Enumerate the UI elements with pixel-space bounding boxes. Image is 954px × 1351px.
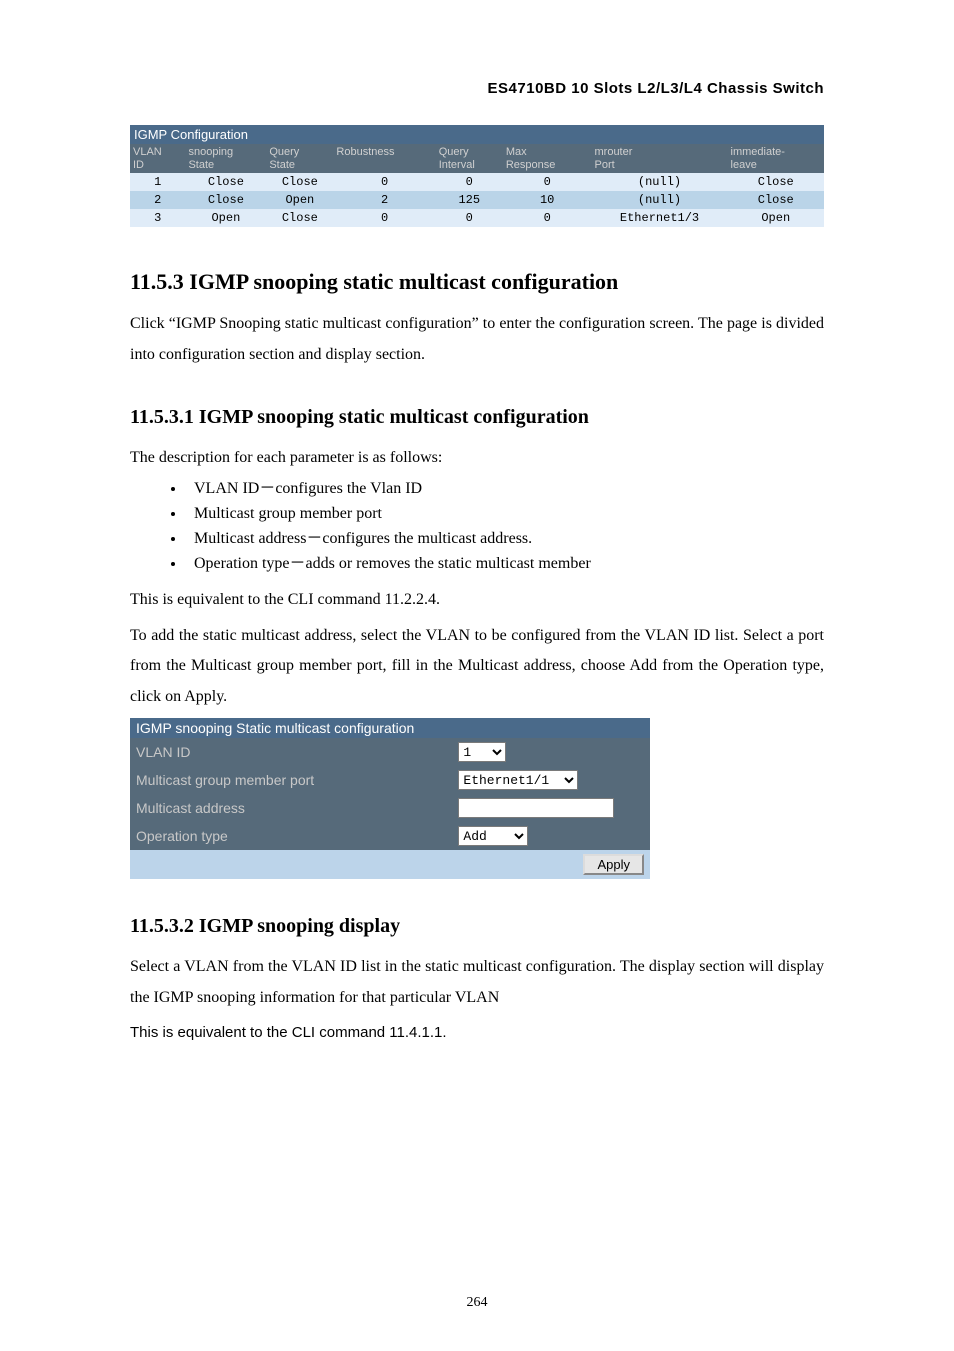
table-cell: Open [185,209,266,227]
table-cell: Ethernet1/3 [592,209,728,227]
list-item: Multicast group member port [186,502,824,527]
table-cell: 0 [436,209,503,227]
table-cell: Open [266,191,333,209]
table-cell: Close [266,209,333,227]
para-11-5-3-1-equiv: This is equivalent to the CLI command 11… [130,585,824,615]
col-vlan-id: VLANID [130,144,185,173]
table-cell: Close [728,191,824,209]
para-11-5-3-1-howto: To add the static multicast address, sel… [130,621,824,712]
table-row: 2CloseOpen212510(null)Close [130,191,824,209]
col-robustness: Robustness [333,144,435,173]
para-11-5-3-2-b: This is equivalent to the CLI command 11… [130,1019,824,1048]
heading-11-5-3: 11.5.3 IGMP snooping static multicast co… [130,269,824,295]
igmp-config-caption: IGMP Configuration [130,125,824,144]
label-operation-type: Operation type [130,822,452,850]
table-cell: Close [266,173,333,191]
col-snooping-state: snoopingState [185,144,266,173]
table-row: 1CloseClose000(null)Close [130,173,824,191]
label-vlan-id: VLAN ID [130,738,452,766]
table-cell: 0 [333,173,435,191]
vlan-id-select[interactable]: 1 [458,742,506,762]
label-multicast-address: Multicast address [130,794,452,822]
heading-11-5-3-2: 11.5.3.2 IGMP snooping display [130,915,824,938]
list-item: VLAN ID－configures the Vlan ID [186,477,824,502]
table-cell: Close [185,191,266,209]
table-cell: 0 [436,173,503,191]
table-cell: (null) [592,191,728,209]
table-cell: 1 [130,173,185,191]
multicast-port-select[interactable]: Ethernet1/1 [458,770,578,790]
table-cell: 3 [130,209,185,227]
igmp-config-table: IGMP Configuration VLANID snoopingState … [130,125,824,227]
table-row: 3OpenClose000Ethernet1/3Open [130,209,824,227]
igmp-table-header-row: VLANID snoopingState QueryState Robustne… [130,144,824,173]
col-max-response: MaxResponse [503,144,592,173]
table-cell: (null) [592,173,728,191]
table-cell: 0 [333,209,435,227]
col-query-state: QueryState [266,144,333,173]
multicast-address-input[interactable] [458,798,614,818]
table-cell: Close [185,173,266,191]
list-item: Operation type－adds or removes the stati… [186,552,824,577]
list-item: Multicast address－configures the multica… [186,527,824,552]
page: ES4710BD 10 Slots L2/L3/L4 Chassis Switc… [0,0,954,1351]
para-11-5-3: Click “IGMP Snooping static multicast co… [130,309,824,370]
table-cell: 2 [333,191,435,209]
table-cell: 0 [503,209,592,227]
heading-11-5-3-1: 11.5.3.1 IGMP snooping static multicast … [130,406,824,429]
apply-button[interactable]: Apply [583,854,644,875]
table-cell: 125 [436,191,503,209]
operation-type-select[interactable]: Add [458,826,528,846]
label-multicast-port: Multicast group member port [130,766,452,794]
form-title-row: IGMP snooping Static multicast configura… [130,718,650,738]
table-cell: Close [728,173,824,191]
doc-header-title: ES4710BD 10 Slots L2/L3/L4 Chassis Switc… [130,80,824,97]
col-query-interval: QueryInterval [436,144,503,173]
col-mrouter-port: mrouterPort [592,144,728,173]
static-multicast-form: IGMP snooping Static multicast configura… [130,718,650,879]
col-immediate-leave: immediate-leave [728,144,824,173]
table-cell: 10 [503,191,592,209]
page-number: 264 [0,1295,954,1311]
table-cell: 2 [130,191,185,209]
para-11-5-3-1-intro: The description for each parameter is as… [130,443,824,473]
form-title: IGMP snooping Static multicast configura… [130,718,650,738]
bullet-list-11-5-3-1: VLAN ID－configures the Vlan IDMulticast … [130,477,824,576]
table-cell: Open [728,209,824,227]
para-11-5-3-2-a: Select a VLAN from the VLAN ID list in t… [130,952,824,1013]
table-cell: 0 [503,173,592,191]
